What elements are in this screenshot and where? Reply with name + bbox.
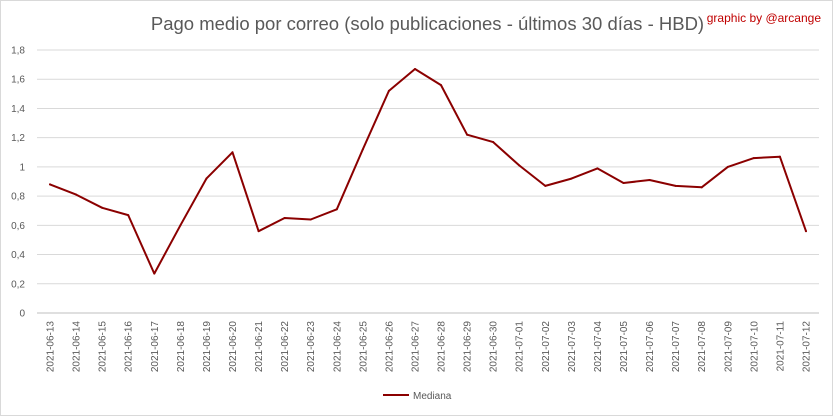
y-tick-label: 1,6 bbox=[11, 75, 25, 86]
x-tick-label: 2021-07-03 bbox=[567, 321, 578, 373]
x-tick-label: 2021-06-15 bbox=[98, 321, 109, 373]
y-tick-label: 1 bbox=[19, 162, 25, 173]
x-tick-labels: 2021-06-13 2021-06-14 2021-06-15 2021-06-16… bbox=[46, 321, 813, 373]
data-point bbox=[440, 84, 443, 87]
data-point bbox=[492, 141, 495, 144]
data-point bbox=[127, 214, 130, 217]
data-point bbox=[726, 165, 729, 168]
x-tick-label: 2021-06-16 bbox=[124, 321, 135, 373]
x-tick-label: 2021-07-01 bbox=[515, 321, 526, 373]
x-tick-label: 2021-07-02 bbox=[541, 321, 552, 373]
y-tick-label: 0,2 bbox=[11, 279, 25, 290]
gridlines bbox=[37, 49, 819, 314]
x-tick-label: 2021-06-25 bbox=[358, 321, 369, 373]
data-point bbox=[413, 67, 416, 70]
data-point bbox=[101, 206, 104, 209]
y-tick-labels: 0 0,2 0,4 0,6 0,8 1 1,2 1,4 1,6 1,8 bbox=[11, 46, 25, 320]
y-tick-label: 0 bbox=[19, 309, 25, 320]
chart-title: Pago medio por correo (solo publicacione… bbox=[150, 13, 705, 34]
data-point bbox=[75, 193, 78, 196]
data-point bbox=[804, 230, 807, 233]
data-point bbox=[700, 186, 703, 189]
legend: Mediana bbox=[383, 391, 452, 402]
data-point bbox=[309, 218, 312, 221]
y-tick-label: 0,4 bbox=[11, 250, 25, 261]
x-tick-label: 2021-07-08 bbox=[697, 321, 708, 373]
x-tick-label: 2021-06-28 bbox=[437, 321, 448, 373]
y-tick-label: 1,2 bbox=[11, 133, 25, 144]
x-tick-label: 2021-06-13 bbox=[46, 321, 57, 373]
x-tick-label: 2021-07-04 bbox=[593, 321, 604, 373]
x-tick-label: 2021-06-20 bbox=[228, 321, 239, 373]
data-point bbox=[544, 184, 547, 187]
series-line-mediana bbox=[49, 68, 807, 275]
data-point bbox=[153, 272, 156, 275]
x-tick-label: 2021-06-19 bbox=[202, 321, 213, 373]
y-tick-label: 1,8 bbox=[11, 46, 25, 57]
x-tick-label: 2021-07-05 bbox=[619, 321, 630, 373]
data-point bbox=[778, 155, 781, 158]
x-tick-label: 2021-06-17 bbox=[150, 321, 161, 373]
x-tick-label: 2021-06-18 bbox=[176, 321, 187, 373]
y-tick-label: 0,6 bbox=[11, 221, 25, 232]
y-tick-label: 1,4 bbox=[11, 104, 25, 115]
data-point bbox=[648, 179, 651, 182]
x-tick-label: 2021-06-14 bbox=[72, 321, 83, 373]
data-point bbox=[361, 148, 364, 151]
data-point bbox=[570, 177, 573, 180]
credit-label: graphic by @arcange bbox=[706, 11, 821, 25]
x-tick-label: 2021-06-30 bbox=[489, 321, 500, 373]
data-point bbox=[231, 151, 234, 154]
x-tick-label: 2021-07-06 bbox=[645, 321, 656, 373]
data-point bbox=[205, 177, 208, 180]
x-tick-label: 2021-06-23 bbox=[306, 321, 317, 373]
x-tick-label: 2021-07-11 bbox=[775, 321, 786, 372]
data-point bbox=[596, 167, 599, 170]
data-point bbox=[179, 224, 182, 227]
legend-label-mediana: Mediana bbox=[413, 391, 452, 402]
x-tick-label: 2021-07-07 bbox=[671, 321, 682, 373]
data-point bbox=[518, 164, 521, 167]
x-tick-label: 2021-07-10 bbox=[749, 321, 760, 373]
data-point bbox=[49, 183, 52, 186]
x-tick-label: 2021-06-27 bbox=[410, 321, 421, 373]
data-point bbox=[622, 181, 625, 184]
data-point bbox=[257, 230, 260, 233]
x-tick-label: 2021-06-24 bbox=[332, 321, 343, 373]
data-point bbox=[752, 157, 755, 160]
data-point bbox=[674, 184, 677, 187]
x-tick-label: 2021-06-26 bbox=[384, 321, 395, 373]
data-point bbox=[466, 133, 469, 136]
x-tick-label: 2021-06-21 bbox=[254, 321, 265, 373]
series-lines bbox=[49, 67, 807, 275]
x-tick-label: 2021-07-12 bbox=[801, 321, 812, 373]
data-point bbox=[387, 89, 390, 92]
x-tick-label: 2021-06-22 bbox=[280, 321, 291, 373]
data-point bbox=[283, 217, 286, 220]
data-point bbox=[335, 208, 338, 211]
x-tick-label: 2021-06-29 bbox=[463, 321, 474, 373]
y-tick-label: 0,8 bbox=[11, 192, 25, 203]
x-tick-label: 2021-07-09 bbox=[723, 321, 734, 373]
